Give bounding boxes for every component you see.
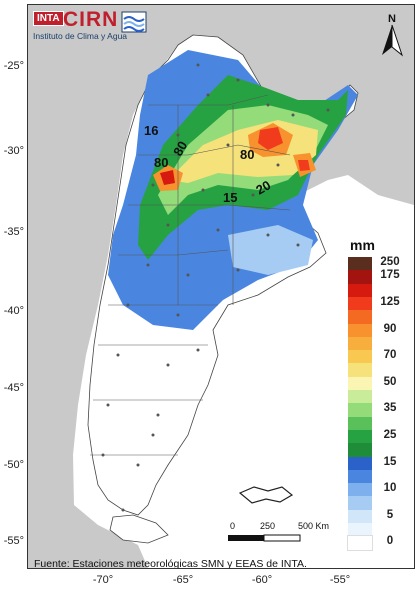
- legend-label: 25: [383, 428, 397, 441]
- scale-label-250: 250: [260, 521, 275, 531]
- legend-swatch: [348, 296, 372, 311]
- cirn-subtitle: Instituto de Clima y Agua: [33, 31, 128, 41]
- lon-tick-60: -60°: [251, 574, 273, 586]
- legend-label: 175: [380, 269, 400, 282]
- legend-swatch: [348, 283, 372, 298]
- rain-core-red-2: [160, 170, 175, 185]
- lat-tick-30: -30°: [3, 145, 24, 157]
- legend-swatch: [348, 456, 372, 471]
- malvinas-islands: [238, 486, 294, 504]
- scale-label-500: 500 Km: [298, 521, 329, 531]
- legend-label: 35: [383, 402, 397, 415]
- lat-tick-35: -35°: [3, 226, 24, 238]
- legend-label: 50: [383, 375, 397, 388]
- legend-swatch: [348, 469, 372, 484]
- legend-swatch: [348, 443, 372, 457]
- scale-bar: 0 250 500 Km: [228, 519, 348, 549]
- scale-label-0: 0: [230, 521, 235, 531]
- legend-swatch: [347, 535, 373, 552]
- legend-swatch: [348, 523, 372, 537]
- legend-swatch: [348, 483, 372, 497]
- legend-swatch: [348, 310, 372, 324]
- lat-tick-25: -25°: [3, 60, 24, 72]
- legend-label: 250: [380, 256, 400, 268]
- inta-logo-text: INTA: [33, 11, 64, 26]
- legend-swatch: [348, 390, 372, 404]
- legend-swatch: [348, 416, 372, 431]
- legend-swatch: [348, 270, 372, 285]
- legend-label: 15: [383, 455, 397, 468]
- legend-swatch: [348, 429, 372, 444]
- lon-tick-65: -65°: [172, 574, 194, 586]
- legend-swatch: [348, 350, 372, 364]
- lat-tick-40: -40°: [3, 305, 24, 317]
- lat-tick-50: -50°: [3, 459, 24, 471]
- source-note: Fuente: Estaciones meteorológicas SMN y …: [34, 558, 307, 569]
- rain-band-lightblue: [228, 225, 313, 275]
- isohyet-label-80-east: 80: [240, 147, 255, 162]
- legend-label: 70: [383, 349, 397, 362]
- legend-swatch: [348, 363, 372, 378]
- legend-label: 90: [383, 322, 397, 335]
- isohyet-label-80-west: 80: [154, 155, 169, 170]
- station-dots: [101, 63, 330, 512]
- isohyet-label-15: 15: [223, 190, 238, 205]
- legend-swatch: [348, 336, 372, 351]
- legend-swatch: [348, 403, 372, 418]
- legend-swatch: [348, 496, 372, 511]
- legend-label: 5: [386, 508, 394, 521]
- tierra-del-fuego: [109, 514, 169, 544]
- legend-label: 10: [383, 482, 397, 495]
- legend-label: 125: [380, 295, 400, 308]
- lon-tick-70: -70°: [92, 574, 114, 586]
- lat-tick-55: -55°: [3, 535, 24, 547]
- province-boundaries: [90, 94, 291, 456]
- wave-icon: [121, 11, 147, 33]
- lat-tick-45: -45°: [3, 382, 24, 394]
- legend-swatch: [348, 376, 372, 391]
- legend-title: mm: [350, 237, 375, 253]
- lon-tick-55: -55°: [329, 574, 351, 586]
- legend-label: 0: [386, 535, 394, 548]
- cirn-logo: INTA CIRN Instituto de Clima y Agua: [33, 8, 153, 47]
- legend-swatch: [348, 323, 372, 338]
- map-frame: 16 80 80 80 20 15 INTA CIRN Instituto de…: [27, 4, 415, 569]
- legend-swatch: [348, 257, 372, 271]
- rain-core-red-3: [298, 160, 310, 171]
- north-label: N: [388, 13, 396, 25]
- isohyet-label-16: 16: [144, 123, 159, 138]
- north-arrow-icon: N: [382, 13, 404, 57]
- cirn-logo-text: CIRN: [63, 8, 119, 31]
- rain-core-red-1: [258, 127, 283, 150]
- legend-swatch: [348, 509, 372, 524]
